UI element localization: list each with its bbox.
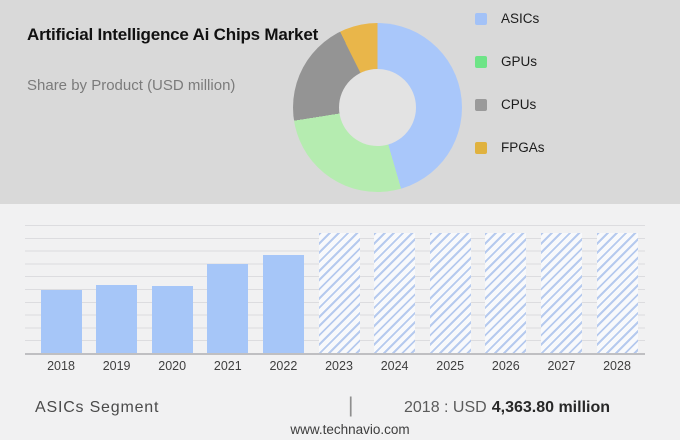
watermark: www.technavio.com	[290, 422, 410, 437]
legend-label: ASICs	[501, 11, 540, 26]
page-subtitle: Share by Product (USD million)	[27, 77, 236, 94]
x-axis-labels: 2018 2019 2020 2021 2022 2023 2024 2025 2026 2027…	[0, 359, 680, 377]
value-prefix: 2018 : USD	[404, 399, 487, 416]
bar-2028	[596, 233, 638, 353]
value-callout: 2018 : USD 4,363.80 million	[370, 399, 610, 417]
x-tick-2022: 2022	[269, 359, 298, 373]
legend-swatch	[475, 141, 487, 154]
legend-item-gpus: GPUs	[475, 54, 545, 69]
header-band: Artificial Intelligence Ai Chips Market …	[0, 0, 680, 204]
bar-2024	[374, 233, 416, 353]
x-tick-2024: 2024	[380, 359, 409, 373]
legend-label: GPUs	[501, 54, 538, 69]
x-tick-2023: 2023	[325, 359, 353, 373]
legend-item-fpgas: FPGAs	[475, 140, 545, 155]
bar-2019	[96, 285, 138, 353]
bar-2023	[318, 233, 360, 353]
separator-bar: |	[348, 394, 354, 417]
segment-label: ASICs Segment	[35, 399, 160, 416]
legend-item-cpus: CPUs	[475, 97, 545, 112]
legend: ASICs GPUs CPUs FPGAs	[475, 11, 545, 184]
x-tick-2019: 2019	[102, 359, 131, 373]
legend-label: CPUs	[501, 97, 537, 112]
bar-chart-section: 2018 2019 2020 2021 2022 2023 2024 2025 2026 2027…	[0, 204, 680, 440]
bar-2026	[485, 233, 527, 353]
donut-chart	[293, 23, 462, 192]
legend-item-asics: ASICs	[475, 11, 545, 26]
value-amount: 4,363.80 million	[491, 399, 610, 416]
bar-chart-plot	[25, 225, 645, 355]
legend-swatch	[475, 55, 487, 68]
page-title: Artificial Intelligence Ai Chips Market	[27, 25, 319, 44]
x-tick-2021: 2021	[213, 359, 242, 373]
bar-2027	[540, 233, 582, 353]
legend-swatch	[475, 98, 487, 111]
legend-swatch	[475, 12, 487, 25]
x-tick-2025: 2025	[436, 359, 465, 373]
bar-2020	[151, 286, 193, 353]
x-tick-2020: 2020	[158, 359, 187, 373]
bar-2021	[207, 264, 249, 353]
x-tick-2018: 2018	[47, 359, 75, 373]
bar-2018	[40, 290, 82, 353]
x-tick-2028: 2028	[603, 359, 631, 373]
legend-label: FPGAs	[501, 140, 545, 155]
bar-2022	[262, 255, 304, 353]
bar-2025	[429, 233, 471, 353]
x-tick-2026: 2026	[491, 359, 520, 373]
x-tick-2027: 2027	[547, 359, 576, 373]
donut-hole	[339, 69, 416, 146]
